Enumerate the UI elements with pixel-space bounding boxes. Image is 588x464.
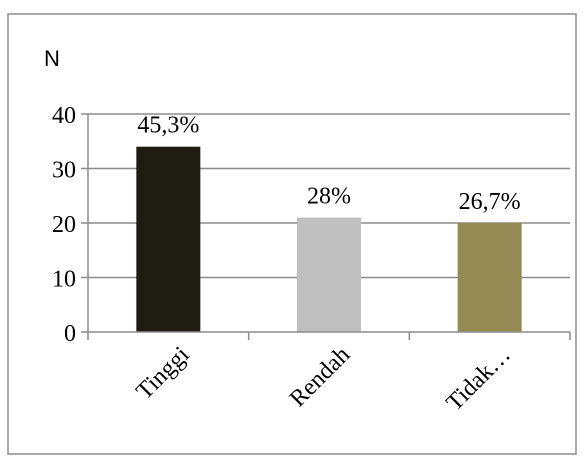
y-tick-label: 40 (52, 103, 76, 129)
bar-tinggi (136, 146, 201, 332)
y-axis-label: N (44, 46, 60, 71)
y-tick-label: 0 (64, 321, 76, 347)
data-label: 45,3% (137, 113, 199, 139)
y-tick-label: 10 (52, 267, 76, 293)
bar-tidak (457, 223, 522, 332)
y-tick-label: 20 (52, 212, 76, 238)
data-label: 26,7% (459, 189, 521, 215)
data-label: 28% (307, 184, 351, 210)
bars (136, 146, 522, 332)
bar-rendah (297, 217, 361, 332)
axes (81, 113, 571, 340)
y-tick-label: 30 (52, 158, 76, 184)
